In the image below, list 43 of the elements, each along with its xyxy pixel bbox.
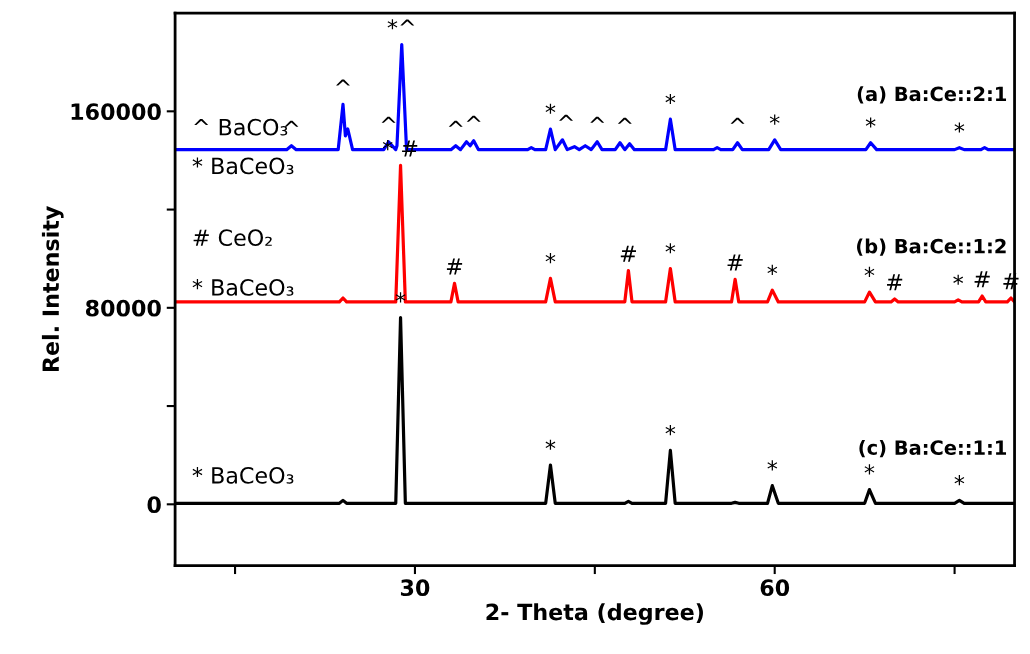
annotation: #: [727, 254, 743, 271]
annotation: *: [864, 266, 875, 277]
annotation: #: [446, 258, 463, 275]
annotation: *: [769, 114, 780, 125]
series-label: (b) Ba:Ce::1:2: [857, 238, 1006, 256]
annotation: *: [545, 103, 556, 114]
x-tick-label: 60: [760, 579, 790, 597]
x-axis-title: 2- Theta (degree): [486, 603, 703, 625]
annotation: *: [864, 464, 875, 475]
annotation: #: [620, 245, 637, 262]
annotation: *: [953, 274, 964, 285]
annotation: #: [974, 271, 990, 288]
y-tick-label: 160000: [71, 103, 161, 121]
annotation: *^: [387, 19, 415, 30]
annotation: *: [865, 117, 876, 128]
series-label: (c) Ba:Ce::1:1: [859, 439, 1007, 458]
text: (a) Ba:Ce::2:1: [857, 86, 1007, 104]
annotation: ^: [559, 114, 573, 121]
annotation: *: [954, 475, 965, 486]
y-tick-label: 80000: [85, 299, 161, 317]
y-axis-title: Rel. Intensity: [41, 206, 64, 372]
annotation: *: [767, 264, 778, 275]
annotation: #: [887, 274, 903, 291]
annotation: * BaCeO₃: [192, 157, 294, 175]
annotation: ^: [336, 79, 350, 86]
annotation: *: [545, 439, 556, 450]
annotation: * BaCeO₃: [192, 466, 294, 484]
annotation: * BaCeO₃: [192, 279, 294, 296]
annotation: ^: [466, 115, 481, 122]
annotation: *: [767, 460, 778, 471]
annotation: *: [665, 243, 676, 254]
annotation: ^: [730, 117, 745, 124]
annotation: *: [665, 424, 676, 436]
annotation: *: [545, 253, 556, 264]
y-tick-label: 0: [147, 496, 161, 514]
x-tick-label: 30: [400, 579, 430, 597]
annotation: # CeO₂: [193, 229, 272, 247]
annotation: ^: [448, 120, 463, 127]
annotation: ^: [381, 116, 396, 123]
annotation: *: [954, 122, 965, 133]
annotation: *: [665, 93, 676, 105]
annotation: ^: [590, 116, 605, 123]
annotation: ^: [617, 117, 632, 124]
